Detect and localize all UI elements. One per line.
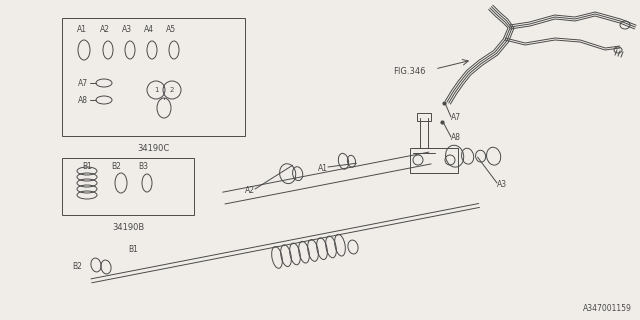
Text: 34190B: 34190B — [112, 223, 144, 232]
Bar — [410, 148, 458, 173]
Text: A1: A1 — [318, 164, 328, 173]
Text: A2: A2 — [245, 186, 255, 195]
Text: B3: B3 — [138, 162, 148, 171]
Bar — [62, 158, 194, 215]
Text: A5: A5 — [166, 25, 176, 34]
Bar — [417, 113, 431, 121]
Text: A1: A1 — [77, 25, 87, 34]
Text: A3: A3 — [497, 180, 507, 189]
Text: FIG.346: FIG.346 — [393, 67, 426, 76]
Text: A7: A7 — [451, 113, 461, 122]
Text: A4: A4 — [144, 25, 154, 34]
Text: A8: A8 — [451, 133, 461, 142]
Text: A7: A7 — [78, 79, 88, 88]
Text: B2: B2 — [72, 262, 82, 271]
Text: B2: B2 — [111, 162, 121, 171]
Text: B1: B1 — [82, 162, 92, 171]
Text: A347001159: A347001159 — [583, 304, 632, 313]
Bar — [62, 18, 245, 136]
Text: 2: 2 — [170, 87, 174, 93]
Text: 1: 1 — [154, 87, 158, 93]
Text: B1: B1 — [128, 245, 138, 254]
Text: A3: A3 — [122, 25, 132, 34]
Text: 34190C: 34190C — [138, 144, 170, 153]
Text: A2: A2 — [100, 25, 110, 34]
Text: A8: A8 — [78, 96, 88, 105]
